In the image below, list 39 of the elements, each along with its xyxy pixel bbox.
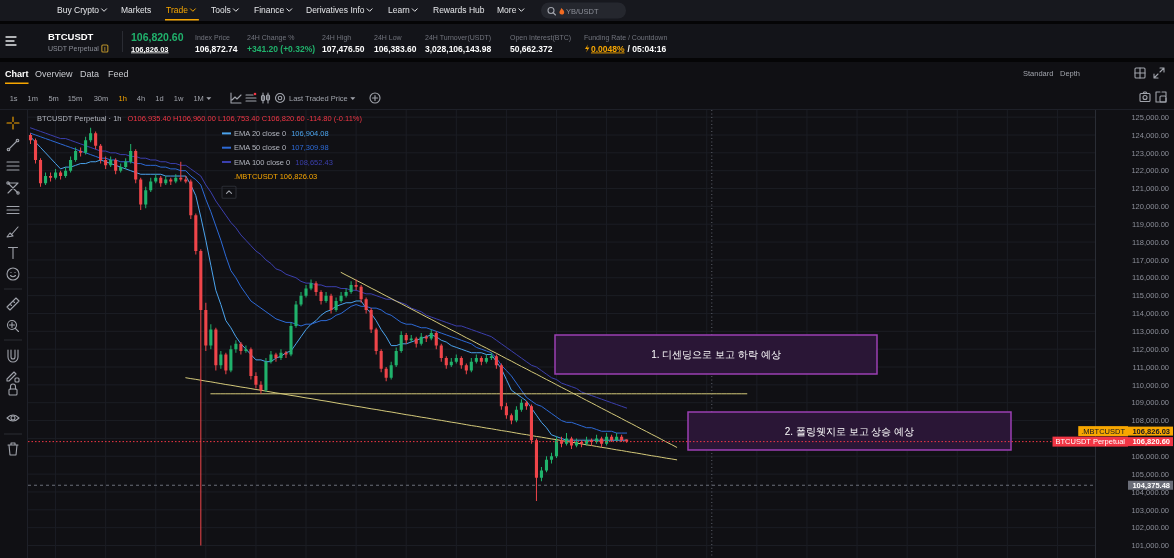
text: Chart xyxy=(5,69,29,79)
text: 106,383.60 xyxy=(374,43,417,54)
candlestick xyxy=(304,284,308,298)
candlestick xyxy=(264,358,268,393)
candlestick xyxy=(274,352,278,362)
text: 106,820.60 xyxy=(131,31,184,43)
annotation: 1. 디센딩으로 보고 하락 예상 xyxy=(651,349,781,360)
candlestick xyxy=(309,279,313,291)
text: Feed xyxy=(108,69,129,79)
text: 107,476.50 xyxy=(322,43,365,54)
text: 3,028,106,143.98 xyxy=(425,43,492,54)
text: / 05:04:16 xyxy=(627,43,667,54)
text: BTCUSDT xyxy=(48,31,94,42)
candlestick xyxy=(279,349,283,360)
candlestick xyxy=(314,281,318,296)
text: Finance xyxy=(254,5,285,15)
text: Rewards Hub xyxy=(433,5,485,15)
candlestick xyxy=(299,292,303,307)
text: 50,662.372 xyxy=(510,43,553,54)
candlestick xyxy=(48,172,53,182)
text: Data xyxy=(80,69,100,79)
candlestick xyxy=(294,300,298,328)
candlestick xyxy=(179,161,183,182)
text: Tools xyxy=(211,5,231,15)
text: Markets xyxy=(121,5,152,15)
text: 0.0048% xyxy=(591,43,625,54)
candlestick xyxy=(289,322,293,357)
text: More xyxy=(497,5,517,15)
text: Trade xyxy=(166,5,189,15)
text: Buy Crypto xyxy=(57,5,100,15)
candlestick xyxy=(284,350,288,359)
text: Derivatives Info xyxy=(306,5,365,15)
text: +341.20 (+0.32%) xyxy=(247,43,316,54)
text: Learn xyxy=(388,5,411,15)
candlestick xyxy=(79,147,83,157)
text: 106,872.74 xyxy=(195,43,238,54)
annotation: 2. 폴링웻지로 보고 상승 예상 xyxy=(784,425,915,437)
candlestick xyxy=(269,350,273,364)
text: Overview xyxy=(35,69,74,79)
